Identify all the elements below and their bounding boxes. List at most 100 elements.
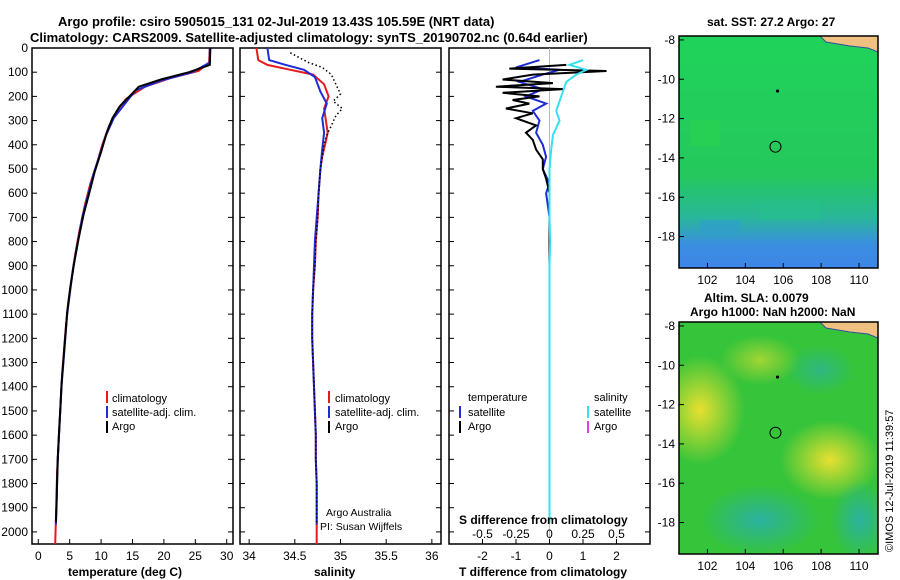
- depth-tick-label: 1100: [2, 307, 28, 321]
- map-sla-ytick-label: -10: [658, 358, 676, 372]
- map-sla-ytick-label: -14: [658, 437, 676, 451]
- sla-map-title-line1: Altim. SLA: 0.0079: [704, 291, 809, 305]
- difference-xlabel: T difference from climatology: [459, 565, 627, 579]
- map-sst-xtick-label: 110: [849, 273, 868, 287]
- salinity-series-satellite-adj-clim-: [266, 47, 328, 525]
- depth-tick-label: 200: [8, 89, 28, 103]
- salinity-xtick-label: 34.5: [283, 549, 307, 563]
- differences-series-temperature-argo: [495, 63, 607, 523]
- difference-legend: temperature satellite Argo salinity sate…: [459, 392, 631, 433]
- differences-xtick-label: -1: [511, 549, 522, 563]
- sla-map-title-line2: Argo h1000: NaN h2000: NaN: [690, 305, 855, 319]
- salinity-xtick-label: 34: [242, 549, 256, 563]
- salinity-difference-tick-label: -0.25: [502, 527, 530, 541]
- map-sla-xtick-label: 106: [773, 559, 793, 573]
- timestamp-stamp: ©IMOS 12-Jul-2019 11:39:57: [884, 410, 896, 552]
- map-sst-ytick-label: -18: [658, 230, 676, 244]
- map-sst-ytick-label: -8: [664, 33, 675, 47]
- temperature-xtick-label: 25: [189, 549, 203, 563]
- depth-tick-label: 1800: [1, 477, 28, 491]
- temperature-panel-frame: [31, 47, 234, 545]
- figure-title-line2: Climatology: CARS2009. Satellite-adjuste…: [30, 30, 588, 45]
- difference-legend-temperature-satellite: satellite: [468, 407, 505, 419]
- depth-tick-label: 300: [8, 114, 28, 128]
- map-sla-xtick-label: 104: [735, 559, 755, 573]
- map-sla-argo-position-marker: [769, 426, 782, 439]
- salinity-difference-tick-label: 0: [546, 527, 553, 541]
- difference-legend-salinity-argo: Argo: [594, 421, 617, 433]
- depth-tick-label: 1900: [1, 501, 28, 515]
- depth-tick-label: 100: [8, 65, 28, 79]
- depth-tick-label: 0: [21, 41, 28, 55]
- map-sst-xtick-label: 102: [697, 273, 717, 287]
- difference-legend-temperature-title: temperature: [468, 392, 527, 404]
- salinity-series-climatology: [255, 47, 330, 544]
- differences-series-temperature-satellite: [515, 59, 560, 523]
- temperature-xtick-label: 15: [126, 549, 140, 563]
- temperature-xtick-label: 5: [66, 549, 73, 563]
- depth-tick-label: 600: [8, 186, 28, 200]
- temperature-xlabel: temperature (deg C): [68, 565, 182, 579]
- depth-axis: 0 100 200 300 400 500 600 700 800 900 1000 1100 1200…: [1, 41, 28, 539]
- depth-tick-label: 1000: [1, 283, 28, 297]
- map-sla-ytick-label: -12: [658, 398, 676, 412]
- temperature-xtick-label: 20: [157, 549, 171, 563]
- map-sst-xtick-label: 108: [811, 273, 831, 287]
- map-sla-xtick-label: 108: [811, 559, 831, 573]
- difference-legend-temperature-argo: Argo: [468, 421, 491, 433]
- credit-text: Argo Australia: [326, 507, 392, 519]
- difference-legend-salinity-satellite: satellite: [594, 407, 631, 419]
- differences-xtick-label: -2: [477, 549, 488, 563]
- depth-tick-label: 400: [8, 138, 28, 152]
- map-sla-ytick-label: -18: [658, 516, 676, 530]
- pi-text: PI: Susan Wijffels: [320, 521, 402, 533]
- salinity-xtick-label: 35: [334, 549, 348, 563]
- differences-xtick-label: 2: [613, 549, 620, 563]
- depth-tick-label: 800: [8, 235, 28, 249]
- depth-tick-label: 900: [8, 259, 28, 273]
- depth-tick-label: 1200: [1, 331, 28, 345]
- salinity-legend: climatology satellite-adj. clim. Argo: [328, 391, 419, 433]
- salinity-legend-argo: Argo: [335, 421, 358, 433]
- salinity-xtick-label: 36: [425, 549, 439, 563]
- temperature-xtick-label: 0: [35, 549, 42, 563]
- temperature-series-argo: [54, 47, 212, 523]
- depth-tick-label: 1500: [1, 404, 28, 418]
- differences-series-salinity-satellite: [548, 59, 590, 523]
- depth-tick-label: 1600: [1, 428, 28, 442]
- salinity-difference-tick-label: 0.25: [571, 527, 595, 541]
- map-sla-ytick-label: -8: [664, 319, 675, 333]
- temperature-series-climatology: [54, 47, 211, 545]
- map-sst-argo-position-marker: [769, 140, 782, 153]
- salinity-panel-frame: [239, 47, 442, 545]
- figure-title-line1: Argo profile: csiro 5905015_131 02-Jul-2…: [58, 14, 494, 29]
- sla-map: Altim. SLA: 0.0079 Argo h1000: NaN h2000…: [678, 291, 879, 555]
- map-sla-xtick-label: 102: [697, 559, 717, 573]
- map-sst-ytick-label: -14: [658, 151, 676, 165]
- temperature-legend-argo: Argo: [112, 421, 135, 433]
- temperature-series-satellite-adj-clim-: [54, 48, 211, 525]
- depth-tick-label: 2000: [1, 525, 28, 539]
- differences-xtick-label: 1: [580, 549, 587, 563]
- temperature-legend-satellite: satellite-adj. clim.: [112, 407, 196, 419]
- temperature-xtick-label: 30: [220, 549, 234, 563]
- map-sla-previous-position-marker: [775, 375, 780, 379]
- map-sst-xtick-label: 104: [735, 273, 755, 287]
- salinity-difference-tick-label: 0.5: [608, 527, 625, 541]
- differences-xtick-label: 0: [546, 549, 553, 563]
- map-sst-ytick-label: -12: [658, 112, 676, 126]
- map-sst-xtick-label: 106: [773, 273, 793, 287]
- sst-map-title: sat. SST: 27.2 Argo: 27: [707, 15, 836, 29]
- map-sst-ytick-label: -10: [658, 72, 676, 86]
- salinity-difference-axis-label: S difference from climatology: [459, 513, 628, 527]
- map-sla-ytick-label: -16: [658, 476, 676, 490]
- map-sla-xtick-label: 110: [849, 559, 868, 573]
- salinity-legend-satellite: satellite-adj. clim.: [335, 407, 419, 419]
- depth-tick-label: 700: [8, 210, 28, 224]
- salinity-legend-climatology: climatology: [335, 393, 391, 405]
- temperature-legend: climatology satellite-adj. clim. Argo: [106, 391, 196, 433]
- depth-tick-label: 1300: [1, 356, 28, 370]
- temperature-legend-climatology: climatology: [112, 393, 168, 405]
- depth-tick-label: 1400: [1, 380, 28, 394]
